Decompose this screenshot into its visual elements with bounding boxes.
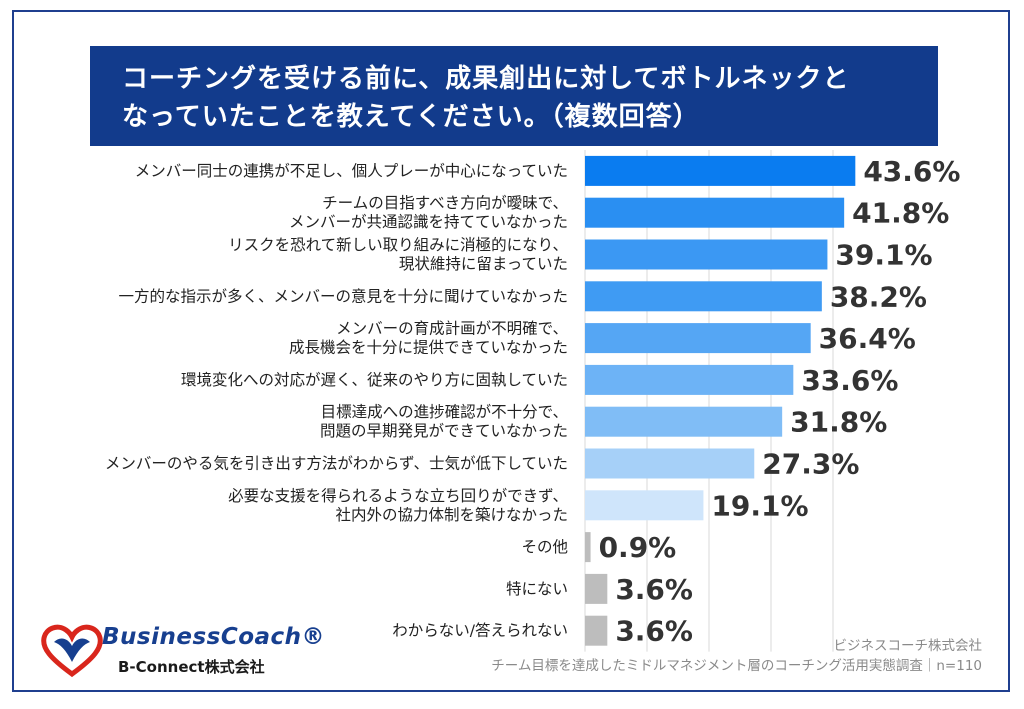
value-label-8: 27.3% [762, 448, 859, 481]
value-label-1: 43.6% [863, 155, 960, 188]
bar-10 [585, 532, 591, 563]
bar-3 [585, 239, 828, 270]
category-label-6: 環境変化への対応が遅く、従来のやり方に固執していた [181, 370, 568, 389]
source-line-1: ビジネスコーチ株式会社 [833, 638, 983, 654]
category-label-9: 必要な支援を得られるような立ち回りができず、社内外の協力体制を築けなかった [228, 487, 568, 524]
business-coach-logo: BusinessCoach® B-Connect株式会社 [40, 622, 350, 682]
bar-7 [585, 406, 783, 437]
bar-5 [585, 323, 811, 354]
grid-layer [584, 150, 834, 652]
value-label-6: 33.6% [801, 364, 898, 397]
source-line-2: チーム目標を達成したミドルマネジメント層のコーチング活用実態調査｜n=110 [491, 658, 982, 674]
title-line-1: コーチングを受ける前に、成果創出に対してボトルネックと [122, 64, 850, 94]
value-label-7: 31.8% [790, 406, 887, 439]
bar-9 [585, 490, 704, 521]
bar-1 [585, 155, 856, 186]
bar-11 [585, 573, 608, 604]
category-label-3: リスクを恐れて新しい取り組みに消極的になり、現状維持に留まっていた [228, 236, 568, 273]
logo-brand-text: BusinessCoach® [102, 624, 326, 650]
category-label-5: メンバーの育成計画が不明確で、成長機会を十分に提供できていなかった [289, 320, 568, 357]
category-label-4: 一方的な指示が多く、メンバーの意見を十分に聞けていなかった [118, 286, 568, 305]
value-label-5: 36.4% [819, 322, 916, 355]
bar-6 [585, 364, 794, 395]
value-label-10: 0.9% [599, 531, 677, 564]
logo-company-text: B-Connect株式会社 [118, 658, 265, 676]
bar-4 [585, 281, 822, 312]
value-label-11: 3.6% [615, 573, 693, 606]
heart-logo-icon [41, 624, 103, 678]
category-label-10: その他 [521, 538, 568, 556]
category-label-12: わからない/答えられない [392, 622, 568, 640]
title-banner: コーチングを受ける前に、成果創出に対してボトルネックと なっていたことを教えてく… [90, 46, 938, 146]
value-label-9: 19.1% [711, 489, 808, 522]
category-label-1: メンバー同士の連携が不足し、個人プレーが中心になっていた [135, 162, 568, 180]
category-label-7: 目標達成への進捗確認が不十分で、問題の早期発見ができていなかった [320, 403, 568, 440]
label-layer: 43.6% メンバー同士の連携が不足し、個人プレーが中心になっていた 41.8% チー… [105, 155, 961, 648]
source-note: ビジネスコーチ株式会社 チーム目標を達成したミドルマネジメント層のコーチング活用… [491, 636, 982, 676]
value-label-12: 3.6% [615, 615, 693, 648]
category-label-11: 特にない [506, 580, 568, 598]
value-label-3: 39.1% [835, 239, 932, 272]
category-label-8: メンバーのやる気を引き出す方法がわからず、士気が低下していた [105, 455, 568, 473]
value-label-2: 41.8% [852, 197, 949, 230]
category-label-2: チームの目指すべき方向が曖昧で、メンバーが共通認識を持てていなかった [289, 194, 568, 231]
title-line-2: なっていたことを教えてください。（複数回答） [122, 102, 700, 132]
bar-8 [585, 448, 755, 479]
bar-12 [585, 615, 608, 646]
bar-2 [585, 197, 845, 228]
value-label-4: 38.2% [830, 280, 927, 313]
bar-layer [585, 155, 856, 646]
